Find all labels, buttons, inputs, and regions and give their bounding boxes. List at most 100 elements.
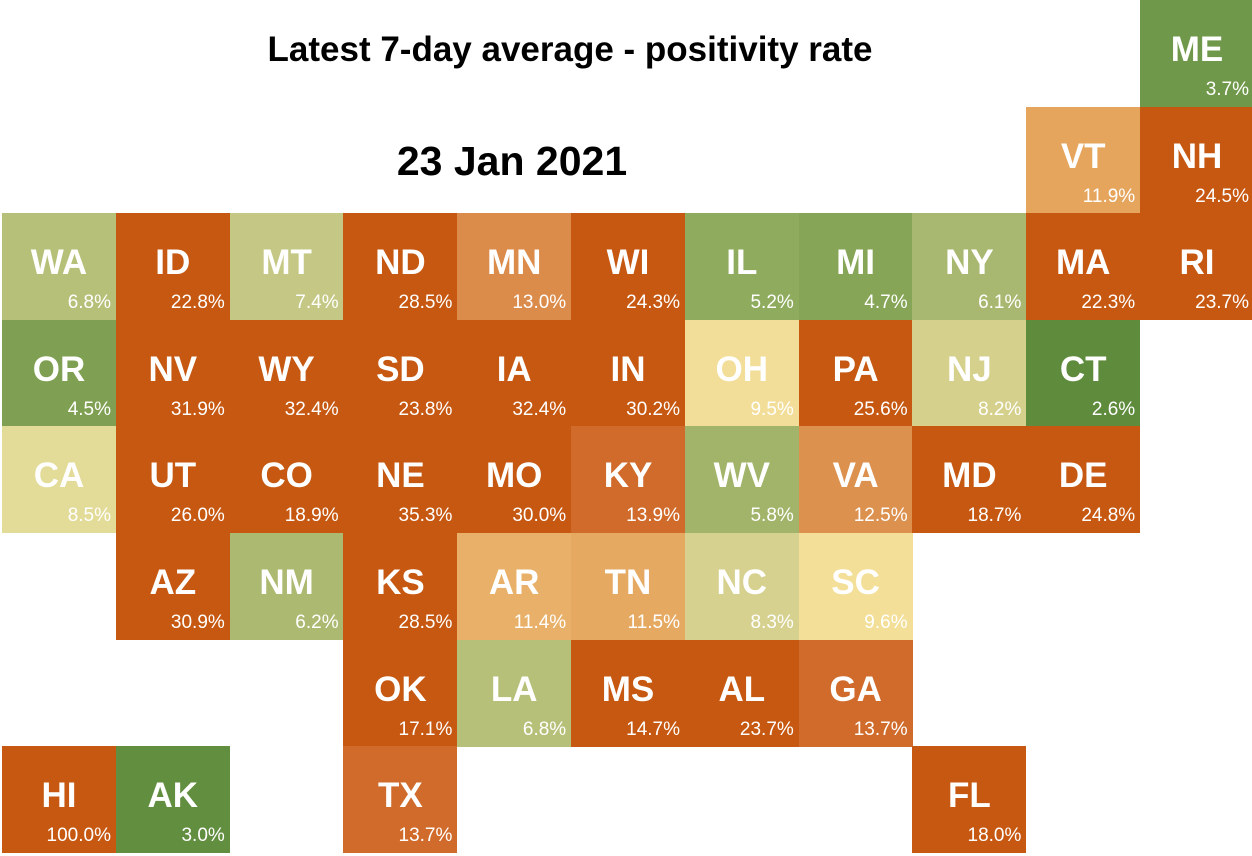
tile-in: IN 30.2% — [571, 319, 685, 427]
tile-value-label: 9.6% — [864, 612, 908, 633]
tile-value-label: 35.3% — [398, 505, 453, 527]
tile-value-label: 7.4% — [295, 292, 339, 314]
tile-ks: KS 28.5% — [343, 533, 458, 640]
tile-nm: NM 6.2% — [229, 533, 344, 640]
tile-wa: WA 6.8% — [2, 213, 116, 321]
tile-state-label: IA — [496, 349, 532, 389]
tile-state-label: IL — [726, 243, 758, 283]
tile-tx: TX 13.7% — [343, 746, 458, 854]
tile-md: MD 18.7% — [912, 426, 1027, 534]
tile-state-label: NY — [945, 243, 994, 283]
tile-state-label: GA — [829, 669, 882, 709]
tile-mi: MI 4.7% — [798, 213, 913, 321]
tile-value-label: 18.0% — [967, 825, 1022, 847]
tile-value-label: 6.1% — [978, 292, 1022, 314]
tile-value-label: 11.5% — [627, 612, 680, 633]
tile-or: OR 4.5% — [2, 319, 116, 427]
tile-state-label: WY — [258, 349, 315, 389]
tile-state-label: MS — [601, 669, 655, 709]
tile-value-label: 23.7% — [739, 718, 794, 740]
tile-state-label: CA — [33, 456, 85, 496]
tile-state-label: NC — [716, 563, 768, 602]
tile-hi: HI 100.0% — [2, 746, 116, 854]
tile-value-label: 28.5% — [398, 292, 453, 314]
tile-sd: SD 23.8% — [343, 319, 458, 427]
tile-state-label: AK — [147, 776, 199, 816]
tile-la: LA 6.8% — [457, 639, 572, 747]
tile-value-label: 8.5% — [67, 505, 111, 527]
tile-value-label: 17.1% — [398, 718, 453, 740]
tile-state-label: MO — [485, 456, 543, 496]
tile-state-label: NE — [376, 456, 425, 496]
tile-value-label: 30.2% — [626, 398, 680, 420]
tile-value-label: 13.7% — [853, 718, 908, 740]
tile-state-label: CO — [260, 456, 313, 496]
tile-value-label: 6.8% — [522, 718, 567, 740]
tile-value-label: 4.5% — [67, 398, 111, 420]
chart-title: Latest 7-day average - positivity rate — [267, 30, 873, 69]
tile-state-label: MI — [836, 243, 876, 283]
tile-state-label: TN — [604, 563, 652, 602]
tile-ok: OK 17.1% — [343, 639, 458, 747]
tile-value-label: 6.2% — [295, 612, 339, 633]
tile-me: ME 3.7% — [1140, 0, 1252, 107]
tile-value-label: 14.7% — [626, 718, 680, 740]
tile-value-label: 24.8% — [1081, 505, 1136, 527]
tile-fl: FL 18.0% — [912, 746, 1027, 854]
tile-state-label: OK — [374, 669, 427, 709]
chart-date: 23 Jan 2021 — [396, 138, 628, 184]
tile-value-label: 9.5% — [750, 398, 794, 420]
tile-state-label: RI — [1179, 243, 1215, 283]
tile-state-label: WI — [606, 243, 650, 283]
tile-ky: KY 13.9% — [571, 426, 685, 534]
tile-state-label: SD — [376, 349, 425, 389]
tile-value-label: 11.9% — [1082, 185, 1136, 207]
tile-oh: OH 9.5% — [684, 319, 799, 427]
tile-state-label: AR — [488, 563, 540, 602]
tile-value-label: 31.9% — [170, 398, 225, 420]
tile-state-label: ID — [155, 243, 191, 283]
tile-value-label: 4.7% — [864, 292, 908, 314]
tile-value-label: 22.8% — [170, 292, 225, 314]
tile-state-label: OH — [715, 349, 769, 389]
tile-value-label: 25.6% — [853, 398, 908, 420]
tile-state-label: NJ — [947, 349, 992, 389]
tile-state-label: UT — [149, 456, 197, 496]
tile-ms: MS 14.7% — [571, 639, 685, 747]
tile-mt: MT 7.4% — [229, 213, 344, 321]
tile-state-label: FL — [948, 776, 991, 816]
tile-state-label: KY — [603, 456, 653, 496]
tile-nj: NJ 8.2% — [912, 319, 1027, 427]
tile-ri: RI 23.7% — [1140, 213, 1252, 321]
tile-state-label: MT — [261, 243, 312, 283]
tile-id: ID 22.8% — [115, 213, 230, 321]
tile-state-label: AZ — [149, 563, 197, 602]
tile-ca: CA 8.5% — [2, 426, 116, 534]
tile-az: AZ 30.9% — [115, 533, 230, 640]
tile-value-label: 26.0% — [170, 505, 225, 527]
tile-value-label: 28.5% — [398, 612, 453, 633]
tile-value-label: 24.3% — [626, 292, 680, 314]
tile-state-label: ME — [1170, 30, 1224, 69]
tile-state-label: PA — [832, 349, 879, 389]
tile-wi: WI 24.3% — [571, 213, 685, 321]
tile-value-label: 13.9% — [626, 505, 680, 527]
tile-state-label: CT — [1059, 349, 1107, 389]
tile-value-label: 3.7% — [1205, 79, 1249, 100]
tile-value-label: 22.3% — [1081, 292, 1136, 314]
tile-state-label: AL — [718, 669, 766, 709]
tile-value-label: 8.3% — [750, 612, 794, 633]
tile-value-label: 30.0% — [512, 505, 567, 527]
tile-ga: GA 13.7% — [798, 639, 913, 747]
tile-value-label: 32.4% — [512, 398, 567, 420]
tile-va: VA 12.5% — [798, 426, 913, 534]
tile-state-label: MD — [942, 456, 997, 496]
tile-ut: UT 26.0% — [115, 426, 230, 534]
tile-value-label: 24.5% — [1195, 185, 1249, 207]
tile-tn: TN 11.5% — [571, 533, 685, 640]
tile-ak: AK 3.0% — [115, 746, 230, 854]
tile-value-label: 8.2% — [978, 398, 1022, 420]
tile-il: IL 5.2% — [684, 213, 799, 321]
tile-state-label: WV — [713, 456, 770, 496]
tile-state-label: SC — [831, 563, 880, 602]
